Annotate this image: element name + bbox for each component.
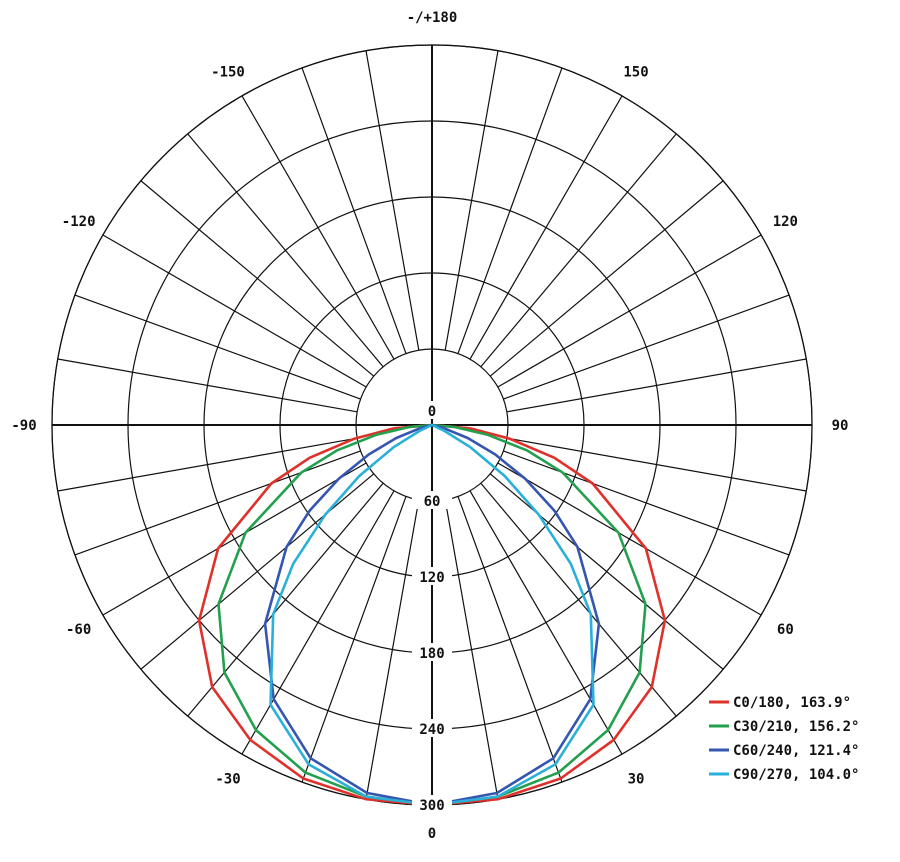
grid-spoke — [457, 67, 563, 354]
grid-spoke — [74, 294, 361, 400]
angle-tick-label: 30 — [628, 771, 645, 787]
series-tail-3 — [419, 423, 445, 432]
legend: C0/180, 163.9° C30/210, 156.2° C60/240, 12… — [709, 695, 859, 783]
grid-spoke — [187, 133, 384, 368]
angle-tick-label: -/+180 — [407, 10, 458, 26]
grid-spoke — [57, 358, 358, 413]
angle-tick-label: -90 — [11, 418, 36, 434]
grid-spoke — [503, 294, 790, 400]
radial-tick-label: 120 — [419, 570, 444, 586]
grid-spoke — [497, 234, 762, 388]
angle-tick-label: -60 — [66, 622, 91, 638]
grid-spoke — [301, 496, 407, 783]
radial-tick-label: 180 — [419, 646, 444, 662]
angle-tick-label: 0 — [428, 826, 436, 842]
grid-spoke — [301, 67, 407, 354]
grid-spoke — [102, 234, 367, 388]
radial-label-bg — [412, 643, 452, 661]
grid-spoke — [241, 95, 395, 360]
grid-spoke — [140, 473, 375, 670]
grid-spoke — [140, 180, 375, 377]
radial-tick-label: 0 — [428, 404, 436, 420]
grid-spoke — [102, 462, 367, 616]
legend-item-label: C30/210, 156.2° — [733, 719, 859, 735]
legend-item-label: C90/270, 104.0° — [733, 767, 859, 783]
radial-tick-label: 300 — [419, 798, 444, 814]
grid-spoke — [469, 95, 623, 360]
radial-label-bg — [412, 719, 452, 737]
grid-spoke — [444, 50, 499, 351]
legend-item-label: C0/180, 163.9° — [733, 695, 851, 711]
grid-spoke — [489, 473, 724, 670]
grid-spoke — [503, 450, 790, 556]
grid-spoke — [489, 180, 724, 377]
grid-spoke — [457, 496, 563, 783]
angle-tick-label: 90 — [832, 418, 849, 434]
grid-spoke — [74, 450, 361, 556]
angle-tick-label: 60 — [777, 622, 794, 638]
grid-spoke — [506, 358, 807, 413]
angle-tick-label: -120 — [62, 214, 96, 230]
grid-spoke — [444, 499, 499, 800]
grid-spoke — [241, 490, 395, 755]
radial-tick-label: 60 — [424, 494, 441, 510]
grid-spoke — [187, 482, 384, 717]
grid-spoke — [497, 462, 762, 616]
radial-label-bg — [412, 401, 452, 419]
grid-spoke — [365, 50, 420, 351]
radial-tick-label: 240 — [419, 722, 444, 738]
grid-spoke — [365, 499, 420, 800]
radial-label-bg — [412, 795, 452, 813]
angle-tick-label: 150 — [623, 65, 648, 81]
grid-spoke — [480, 482, 677, 717]
grid-spoke — [57, 437, 358, 492]
grid-spoke — [480, 133, 677, 368]
grid-spoke — [506, 437, 807, 492]
angle-tick-label: -30 — [215, 771, 240, 787]
radial-label-bg — [412, 491, 452, 509]
angle-tick-label: -150 — [211, 65, 245, 81]
angle-tick-label: 120 — [773, 214, 798, 230]
legend-item-label: C60/240, 121.4° — [733, 743, 859, 759]
radial-label-bg — [412, 567, 452, 585]
grid-spoke — [469, 490, 623, 755]
